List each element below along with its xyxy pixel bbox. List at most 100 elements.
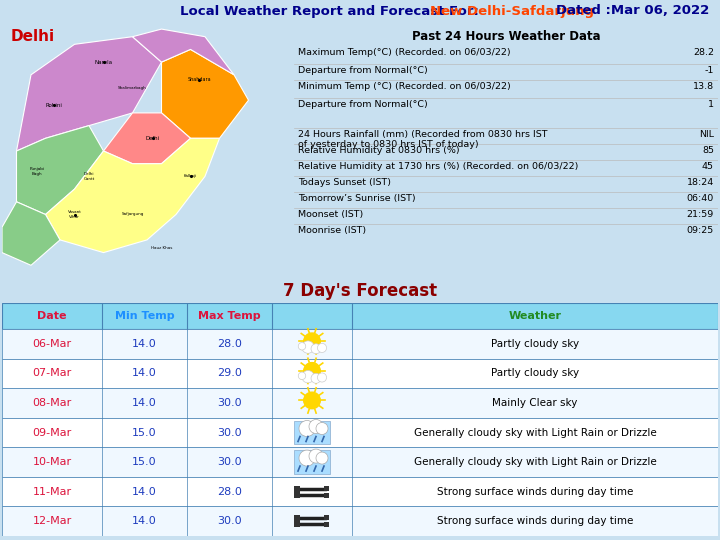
Text: -1: -1	[705, 66, 714, 75]
Circle shape	[309, 449, 323, 463]
Text: Weather: Weather	[508, 311, 562, 321]
Text: Kalkaji: Kalkaji	[184, 174, 197, 178]
Circle shape	[299, 421, 315, 436]
Polygon shape	[132, 29, 234, 75]
Text: 30.0: 30.0	[217, 516, 242, 526]
Text: 14.0: 14.0	[132, 398, 157, 408]
Text: Moonrise (IST): Moonrise (IST)	[298, 226, 366, 235]
Circle shape	[318, 343, 327, 353]
Bar	[294, 515, 300, 527]
Text: Moonset (IST): Moonset (IST)	[298, 210, 364, 219]
Circle shape	[311, 373, 321, 383]
Text: 28.0: 28.0	[217, 487, 242, 497]
Text: 14.0: 14.0	[132, 487, 157, 497]
Circle shape	[299, 450, 315, 466]
Polygon shape	[161, 49, 248, 138]
Bar	[2, 447, 718, 477]
Text: 09:25: 09:25	[687, 226, 714, 235]
Bar	[294, 450, 330, 474]
Text: 14.0: 14.0	[132, 339, 157, 349]
Polygon shape	[104, 113, 191, 164]
Text: Partly cloudy sky: Partly cloudy sky	[491, 368, 579, 379]
Circle shape	[316, 422, 328, 435]
Text: 15.0: 15.0	[132, 457, 157, 467]
Text: Min Temp: Min Temp	[114, 311, 174, 321]
Text: 24 Hours Rainfall (mm) (Recorded from 0830 hrs IST
of yesterday to 0830 hrs IST : 24 Hours Rainfall (mm) (Recorded from 08…	[298, 130, 547, 150]
Bar	[2, 507, 718, 536]
Bar	[2, 359, 718, 388]
Circle shape	[298, 372, 306, 380]
Text: Local Weather Report and Forecast For:: Local Weather Report and Forecast For:	[180, 4, 479, 17]
Circle shape	[304, 392, 320, 409]
Text: Departure from Normal(°C): Departure from Normal(°C)	[298, 66, 428, 75]
Text: Shahdara: Shahdara	[187, 77, 211, 83]
Text: 28.2: 28.2	[693, 48, 714, 57]
Bar	[2, 477, 718, 507]
Text: Maximum Temp(°C) (Recorded. on 06/03/22): Maximum Temp(°C) (Recorded. on 06/03/22)	[298, 48, 510, 57]
Text: Strong surface winds during day time: Strong surface winds during day time	[437, 516, 633, 526]
Bar	[294, 485, 300, 498]
Text: Shalimarbagh: Shalimarbagh	[118, 85, 147, 90]
Text: Vasant
Vihar: Vasant Vihar	[68, 210, 81, 219]
Text: Generally cloudy sky with Light Rain or Drizzle: Generally cloudy sky with Light Rain or …	[413, 428, 657, 437]
Text: Mainly Clear sky: Mainly Clear sky	[492, 398, 577, 408]
Text: Rohini: Rohini	[46, 103, 63, 108]
Polygon shape	[17, 37, 161, 151]
Text: 15.0: 15.0	[132, 428, 157, 437]
Circle shape	[302, 370, 314, 383]
Text: 21:59: 21:59	[687, 210, 714, 219]
Text: Delhi
Cantt: Delhi Cantt	[84, 172, 94, 181]
Text: 10-Mar: 10-Mar	[32, 457, 71, 467]
Text: 85: 85	[702, 146, 714, 155]
Text: Hauz Khas: Hauz Khas	[150, 246, 172, 249]
Text: 09-Mar: 09-Mar	[32, 428, 71, 437]
Text: Relative Humidity at 0830 hrs (%): Relative Humidity at 0830 hrs (%)	[298, 146, 459, 155]
Text: Dated :Mar 06, 2022: Dated :Mar 06, 2022	[556, 4, 709, 17]
Bar	[2, 329, 718, 359]
Text: 13.8: 13.8	[693, 82, 714, 91]
Circle shape	[304, 362, 320, 379]
Circle shape	[318, 373, 327, 382]
Text: Narela: Narela	[94, 59, 112, 65]
Text: Generally cloudy sky with Light Rain or Drizzle: Generally cloudy sky with Light Rain or …	[413, 457, 657, 467]
Circle shape	[316, 452, 328, 464]
Circle shape	[298, 342, 306, 350]
Text: 12-Mar: 12-Mar	[32, 516, 71, 526]
Text: 7 Day's Forecast: 7 Day's Forecast	[283, 282, 437, 300]
Text: Max Temp: Max Temp	[198, 311, 261, 321]
Circle shape	[311, 344, 321, 354]
Text: 11-Mar: 11-Mar	[32, 487, 71, 497]
Text: 18:24: 18:24	[687, 178, 714, 187]
Text: Departure from Normal(°C): Departure from Normal(°C)	[298, 100, 428, 109]
Text: Todays Sunset (IST): Todays Sunset (IST)	[298, 178, 391, 187]
Text: Partly cloudy sky: Partly cloudy sky	[491, 339, 579, 349]
Text: Delhi: Delhi	[145, 136, 160, 141]
Text: Safjargung: Safjargung	[121, 213, 144, 217]
Text: 06-Mar: 06-Mar	[32, 339, 71, 349]
Text: Punjabi
Bagh: Punjabi Bagh	[30, 167, 45, 176]
Bar	[324, 515, 329, 520]
Text: 30.0: 30.0	[217, 428, 242, 437]
Bar	[324, 522, 329, 527]
Text: Strong surface winds during day time: Strong surface winds during day time	[437, 487, 633, 497]
Polygon shape	[45, 138, 220, 253]
Text: Date: Date	[37, 311, 67, 321]
Text: 14.0: 14.0	[132, 516, 157, 526]
Text: 45: 45	[702, 162, 714, 171]
Text: 14.0: 14.0	[132, 368, 157, 379]
Text: NIL: NIL	[699, 130, 714, 139]
Circle shape	[304, 333, 320, 349]
Text: 08-Mar: 08-Mar	[32, 398, 71, 408]
Circle shape	[302, 341, 314, 353]
Text: 07-Mar: 07-Mar	[32, 368, 71, 379]
Polygon shape	[17, 126, 104, 214]
Bar	[324, 492, 329, 498]
Text: 30.0: 30.0	[217, 398, 242, 408]
Text: 06:40: 06:40	[687, 194, 714, 203]
Bar	[2, 388, 718, 418]
Bar	[2, 418, 718, 447]
Text: Tomorrow’s Sunrise (IST): Tomorrow’s Sunrise (IST)	[298, 194, 415, 203]
Text: Delhi: Delhi	[11, 29, 55, 44]
Text: Past 24 Hours Weather Data: Past 24 Hours Weather Data	[412, 30, 600, 43]
Polygon shape	[2, 202, 60, 265]
